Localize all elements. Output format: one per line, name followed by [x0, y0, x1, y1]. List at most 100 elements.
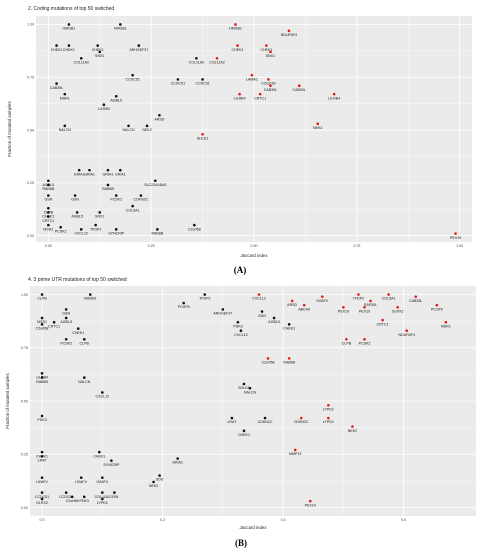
data-point	[308, 499, 312, 503]
data-point	[258, 92, 262, 96]
data-point	[101, 497, 104, 501]
data-point	[67, 23, 71, 26]
point-label: CDKN2C	[133, 198, 148, 202]
data-point	[266, 357, 270, 360]
point-label: C2orf68	[66, 499, 79, 503]
data-point	[176, 457, 179, 460]
data-point	[193, 223, 196, 227]
data-point	[414, 295, 418, 298]
point-label: LRAT	[38, 459, 48, 463]
data-point	[396, 305, 399, 309]
point-label: NDUFAF4	[281, 33, 297, 37]
point-label: RAB6B	[36, 380, 48, 384]
point-label: H2AFV	[97, 480, 109, 484]
data-point	[119, 23, 122, 26]
panel-b-caption: (B)	[235, 538, 247, 548]
point-label: GSN	[44, 198, 52, 202]
point-label: PEX19	[359, 309, 370, 313]
point-label: COL5A1	[126, 208, 140, 212]
data-point	[55, 44, 58, 47]
point-label: CDKN2C	[294, 420, 309, 424]
panel-a-grid	[36, 16, 472, 242]
data-point	[79, 228, 83, 231]
point-label: PDK3	[80, 499, 89, 503]
data-point	[113, 491, 116, 494]
point-label: CRTC1	[377, 322, 389, 326]
panel-a-caption: (A)	[234, 265, 247, 275]
panel-b-y-axis-label: Fraction of mutated samples	[5, 373, 10, 429]
data-point	[176, 78, 180, 81]
point-label: PCSK2	[60, 341, 72, 345]
point-label: SDS	[156, 478, 164, 482]
point-label: GLRX2	[392, 309, 404, 313]
point-label: LILRB4	[234, 96, 246, 100]
point-label: SNX1	[95, 54, 104, 58]
point-label: GSN	[71, 198, 79, 202]
data-point	[139, 194, 143, 197]
data-point	[79, 56, 83, 60]
data-point	[327, 416, 330, 420]
x-tick-label: 1.00	[456, 244, 463, 248]
point-label: NALCN	[78, 380, 91, 384]
point-label: NEK2	[142, 128, 151, 132]
point-label: COL11A2	[209, 60, 225, 64]
point-label: CCDC51	[125, 77, 139, 81]
data-point	[40, 491, 44, 494]
point-label: CRTC1	[42, 219, 54, 223]
point-label: PCGF5	[431, 307, 443, 311]
data-point	[64, 491, 68, 494]
point-label: NDUFAF4	[399, 333, 415, 337]
data-point	[106, 183, 110, 187]
panel-b-x-axis-label: Jaccard index	[239, 525, 267, 530]
data-point	[290, 299, 294, 303]
x-tick-label: 0.4	[281, 518, 286, 522]
point-label: CHEK1	[283, 327, 295, 331]
data-point	[40, 450, 44, 454]
data-point	[297, 84, 301, 88]
point-label: CHEK1	[238, 433, 250, 437]
data-point	[40, 372, 44, 375]
point-label: TFDP2	[199, 297, 210, 301]
point-label: LILRB4	[328, 96, 340, 100]
data-point	[40, 376, 44, 379]
data-point	[88, 168, 91, 172]
point-label: HMGB1	[114, 27, 127, 31]
data-point	[332, 92, 336, 96]
data-point	[82, 376, 86, 379]
panel-b-points: CLPB HMGB1 TFDP2 CXCL12 PCGF5 ARHGEF37 H2AFV TF…	[35, 293, 451, 507]
point-label: NEK2	[348, 429, 357, 433]
data-point	[287, 323, 291, 326]
point-label: PEX19	[338, 309, 349, 313]
y-tick-label: 0.75	[21, 346, 28, 350]
point-label: CXCL12	[74, 232, 88, 236]
point-label: NEK2	[149, 484, 158, 488]
point-label: ARHGEF37	[129, 48, 148, 52]
panel-b-ticks: 0.0 0.2 0.4 0.6 0.00 0.25 0.50 0.75 1.00	[21, 293, 406, 522]
data-point	[269, 50, 272, 54]
data-point	[387, 293, 390, 296]
y-tick-label: 0.75	[27, 76, 34, 80]
point-label: LYPD1	[323, 420, 334, 424]
point-label: AGBL5	[110, 98, 122, 102]
y-tick-label: 1.00	[27, 23, 34, 27]
data-point	[221, 308, 225, 311]
point-label: SHLD1	[197, 136, 209, 140]
point-label: RAB6B	[151, 232, 163, 236]
point-label: GRIA1	[103, 172, 114, 176]
point-label: CRTC1	[254, 96, 266, 100]
point-label: PDK3	[37, 418, 46, 422]
data-point	[257, 293, 261, 296]
data-point	[158, 113, 161, 117]
point-label: LYPD1	[323, 407, 334, 411]
point-label: MSR1	[43, 227, 53, 231]
panel-b-title: 4. 3 prime UTR mutations of top 50 switc…	[28, 277, 127, 283]
data-point	[272, 316, 276, 320]
data-point	[230, 416, 234, 420]
point-label: GLRX2	[36, 501, 48, 505]
x-tick-label: 0.75	[353, 244, 360, 248]
data-point	[203, 293, 207, 296]
data-point	[293, 448, 297, 452]
data-point	[47, 183, 50, 187]
point-label: COL5A1	[382, 297, 396, 301]
